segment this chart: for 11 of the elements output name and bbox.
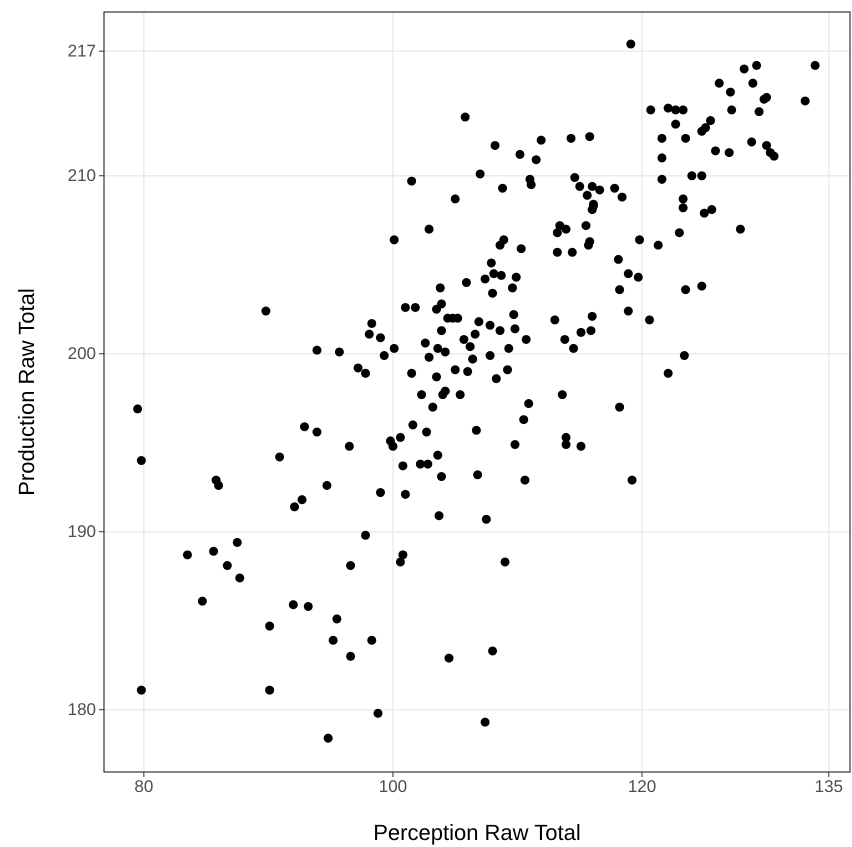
x-axis-title: Perception Raw Total [373,820,581,845]
x-tick-label: 100 [378,777,408,796]
y-tick-label: 210 [68,166,96,186]
y-tick-label: 200 [68,344,96,364]
x-tick-label: 80 [134,777,154,796]
y-tick-label: 190 [68,522,96,542]
x-tick-label: 135 [814,777,844,796]
y-axis-title: Production Raw Total [14,288,39,496]
x-tick-label: 120 [628,777,656,796]
y-tick-label: 180 [68,700,96,720]
y-tick-label: 217 [68,42,96,61]
